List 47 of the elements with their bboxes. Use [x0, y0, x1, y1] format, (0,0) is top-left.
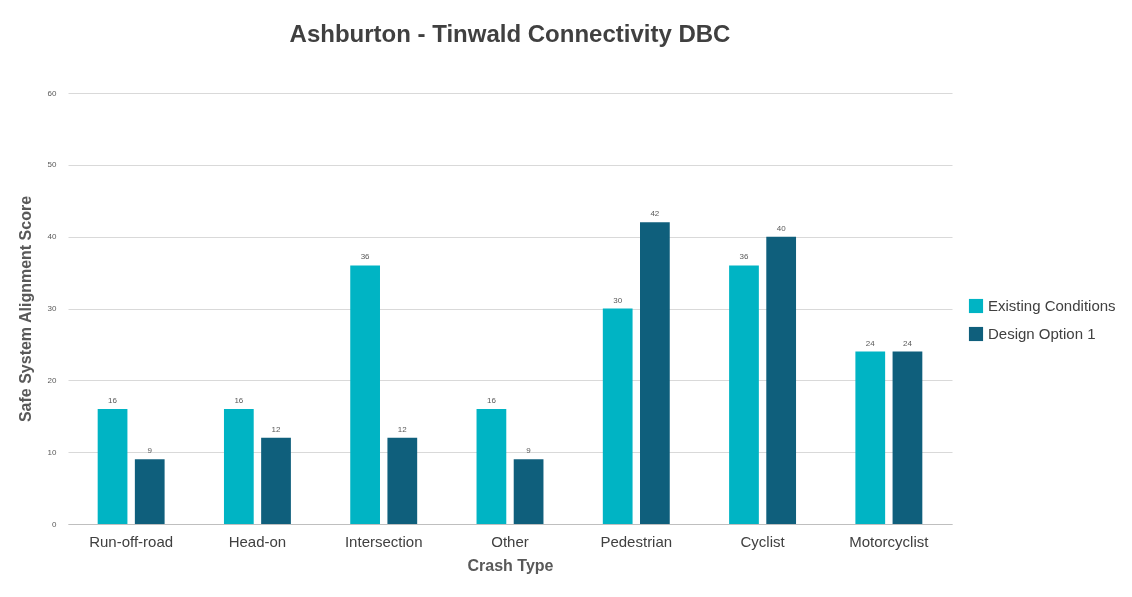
- legend-label: Existing Conditions: [988, 297, 1116, 314]
- y-tick-label: 30: [47, 304, 58, 313]
- x-tick-label: Cyclist: [740, 532, 786, 550]
- bar: [97, 409, 128, 524]
- y-tick-label: 10: [47, 447, 58, 457]
- bar: [223, 409, 254, 524]
- x-tick-label: Run-off-road: [89, 532, 174, 550]
- bar: [476, 409, 507, 524]
- y-tick-label: 20: [47, 375, 58, 385]
- data-label: 24: [903, 338, 913, 348]
- x-tick-label: Motorcyclist: [849, 532, 930, 550]
- bar: [640, 222, 670, 524]
- data-label: 12: [397, 424, 408, 434]
- y-tick-label: 50: [47, 160, 58, 170]
- x-tick-label: Intersection: [344, 532, 423, 550]
- data-label: 42: [650, 209, 660, 219]
- y-tick-label: 40: [47, 232, 58, 242]
- bar: [892, 351, 923, 524]
- data-label: 24: [865, 338, 876, 348]
- x-tick-label: Pedestrian: [600, 532, 673, 550]
- data-label: 40: [776, 223, 787, 233]
- chart-title: Ashburton - Tinwald Connectivity DBC: [289, 20, 731, 47]
- bar: [387, 437, 418, 524]
- bar: [855, 351, 886, 524]
- x-axis-title: Crash Type: [467, 556, 554, 574]
- x-tick-label: Head-on: [228, 532, 287, 550]
- bar: [513, 459, 544, 524]
- data-label: 9: [147, 446, 153, 456]
- y-axis-title: Safe System Alignment Score: [16, 195, 34, 423]
- data-label: 36: [739, 252, 749, 262]
- y-tick-label: 60: [47, 88, 58, 98]
- data-label: 16: [234, 396, 244, 406]
- data-label: 9: [526, 446, 532, 456]
- bar: [766, 236, 797, 524]
- bar: [261, 437, 291, 524]
- data-label: 12: [271, 424, 282, 434]
- bar: [602, 308, 633, 524]
- data-label: 16: [486, 396, 497, 406]
- data-label: 30: [613, 295, 623, 305]
- legend-label: Design Option 1: [988, 325, 1096, 342]
- x-tick-label: Other: [491, 532, 529, 550]
- bar: [350, 265, 380, 524]
- data-label: 16: [108, 396, 118, 406]
- y-tick-label: 0: [52, 519, 58, 529]
- data-label: 36: [360, 252, 371, 262]
- bar: [729, 265, 759, 524]
- bar: [134, 459, 165, 524]
